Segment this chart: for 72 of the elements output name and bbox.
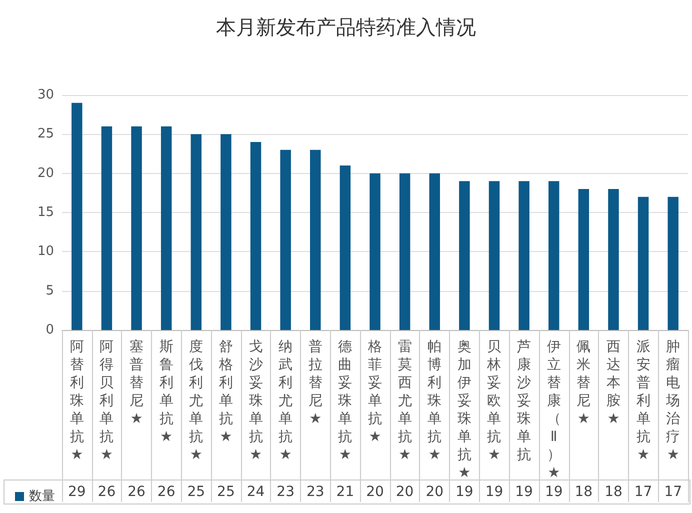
data-label: 18 [604, 484, 622, 500]
data-label: 19 [544, 484, 563, 500]
data-label: 20 [426, 484, 444, 500]
y-tick-label: 15 [37, 205, 54, 220]
x-tick-label: 阿得贝利单抗★ [100, 339, 114, 463]
bar [101, 126, 112, 330]
bar [190, 134, 202, 330]
x-tick-label: 度伐利尤单抗★ [189, 339, 204, 463]
data-label: 19 [485, 484, 504, 500]
x-tick-label: 西达本胺★ [606, 339, 620, 427]
data-label: 26 [98, 484, 116, 500]
data-label: 20 [396, 484, 414, 500]
bar [608, 189, 619, 330]
data-label: 23 [276, 484, 294, 500]
x-tick-label: 戈沙妥珠单抗★ [248, 339, 263, 463]
bar [668, 196, 678, 330]
data-label: 18 [574, 484, 593, 500]
data-label: 25 [217, 484, 235, 500]
data-label: 24 [246, 484, 265, 500]
y-tick-label: 25 [37, 126, 54, 142]
data-label: 26 [128, 484, 146, 500]
bar [72, 102, 82, 330]
bar [518, 181, 530, 330]
x-tick-label: 阿替利珠单抗★ [70, 339, 84, 463]
x-tick-label: 奥加伊妥珠单抗★ [457, 339, 472, 481]
x-tick-label: 雷莫西尤单抗★ [398, 339, 412, 463]
x-tick-label: 芦康沙妥珠单抗 [517, 339, 532, 463]
data-label: 29 [68, 484, 86, 500]
y-tick-label: 10 [37, 244, 54, 260]
data-label: 20 [366, 484, 384, 500]
bar [370, 173, 380, 330]
bar [160, 126, 172, 330]
bar [429, 173, 440, 330]
bar [638, 196, 649, 330]
bar [280, 150, 291, 330]
x-tick-label: 佩米替尼★ [576, 339, 591, 427]
x-tick-label: 纳武利尤单抗★ [278, 339, 293, 463]
bar [459, 181, 470, 330]
x-tick-label: 德曲妥珠单抗★ [338, 339, 352, 463]
x-tick-label: 帕博利珠单抗★ [428, 339, 442, 463]
x-tick-label: 格菲妥单抗★ [367, 339, 382, 445]
bar [131, 126, 142, 330]
bar [310, 150, 321, 330]
bar [250, 142, 262, 330]
x-tick-label: 舒格利单抗★ [218, 339, 233, 445]
x-tick-label: 斯鲁利单抗★ [159, 339, 174, 445]
bar [578, 189, 590, 330]
bar [488, 181, 500, 330]
y-tick-label: 20 [37, 166, 54, 181]
x-tick-label: 肿瘤电场治疗★ [665, 339, 680, 463]
data-label: 17 [634, 484, 652, 500]
y-tick-label: 30 [37, 88, 54, 102]
y-tick-label: 0 [46, 322, 54, 338]
chart-title: 本月新发布产品特药准入情况 [216, 15, 476, 39]
bar [548, 181, 560, 330]
bar [340, 166, 351, 330]
data-label: 23 [306, 484, 324, 500]
bar [399, 173, 410, 330]
x-tick-label: 普拉替尼★ [308, 338, 322, 427]
data-label: 19 [515, 484, 533, 500]
data-label: 21 [336, 484, 354, 500]
bar [220, 134, 232, 330]
data-label: 17 [664, 484, 682, 500]
x-tick-label: 贝林妥欧单抗★ [486, 339, 502, 463]
data-label: 26 [157, 484, 176, 500]
x-tick-label: 伊立替康（Ⅱ）★ [546, 339, 561, 481]
x-tick-label: 塞普替尼★ [130, 339, 144, 427]
data-label: 25 [187, 484, 206, 500]
y-tick-label: 5 [46, 283, 54, 298]
data-label: 19 [456, 484, 474, 500]
legend-label: 数量 [29, 489, 55, 504]
x-tick-label: 派安普利单抗★ [636, 339, 650, 463]
